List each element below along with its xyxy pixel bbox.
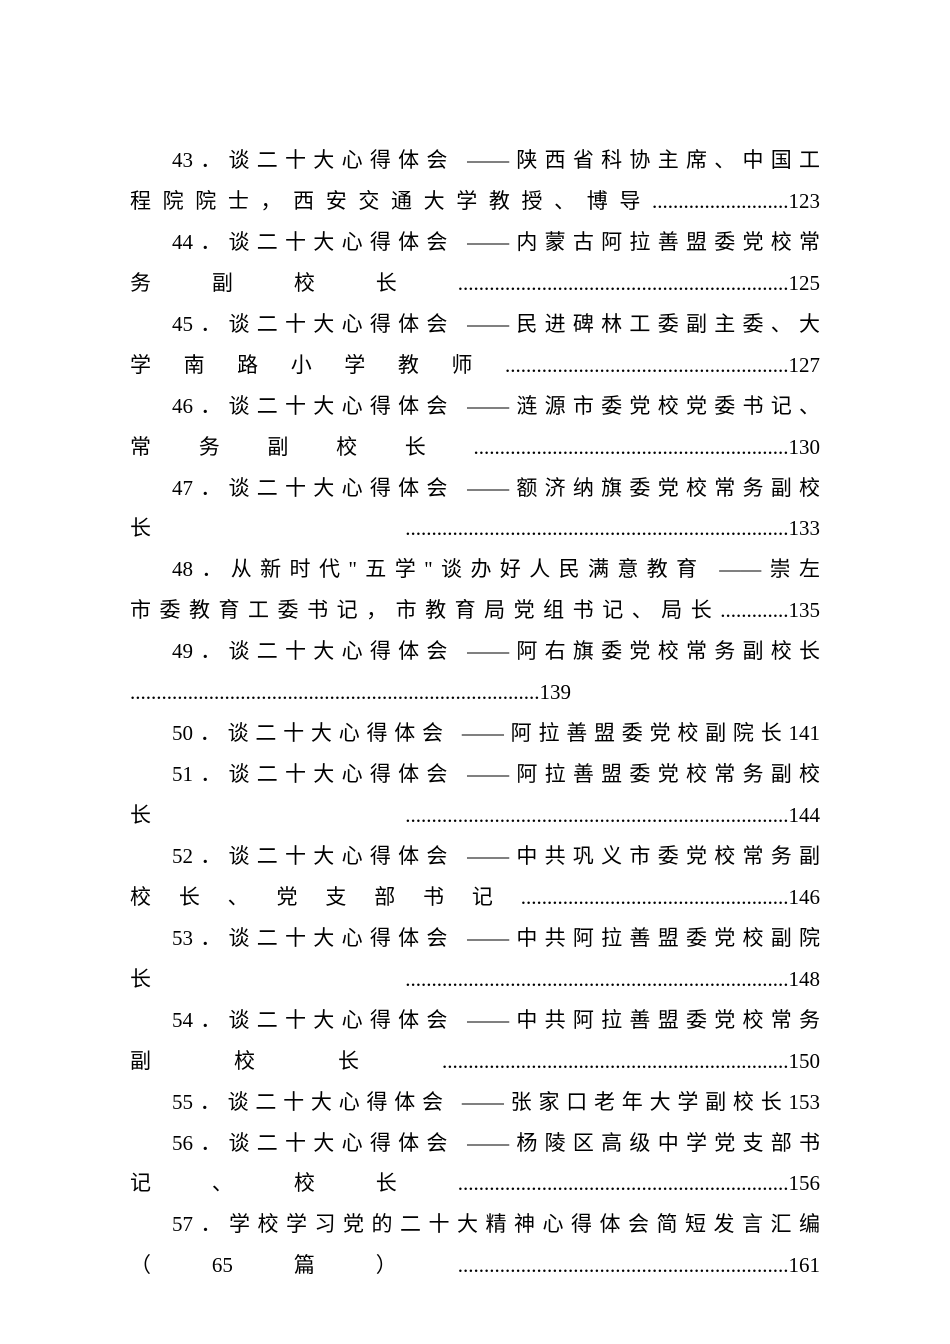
toc-entry-line: 53．谈二十大心得体会 ——中共阿拉善盟委党校副院 xyxy=(130,918,820,959)
toc-entry-line: 55．谈二十大心得体会 ——张家口老年大学副校长153 xyxy=(130,1082,820,1123)
toc-entry-line: （65篇）...................................… xyxy=(130,1245,820,1286)
toc-entry-line: 49．谈二十大心得体会 ——阿右旗委党校常务副校长 xyxy=(130,631,820,672)
toc-entry-line: 记、校长....................................… xyxy=(130,1163,820,1204)
toc-entry-line: 常务副校长...................................… xyxy=(130,427,820,468)
toc-entry-line: 57．学校学习党的二十大精神心得体会简短发言汇编 xyxy=(130,1204,820,1245)
toc-entry-line: ........................................… xyxy=(130,672,820,713)
toc-entry-line: 副校长.....................................… xyxy=(130,1041,820,1082)
toc-entry-line: 校长、党支部书记................................… xyxy=(130,877,820,918)
toc-entry-line: 程院院士，西安交通大学教授、博导........................… xyxy=(130,181,820,222)
toc-entry-line: 长.......................................… xyxy=(130,959,820,1000)
toc-entry-line: 46．谈二十大心得体会 ——涟源市委党校党委书记、 xyxy=(130,386,820,427)
toc-entry-line: 长.......................................… xyxy=(130,795,820,836)
toc-entry-line: 54．谈二十大心得体会 ——中共阿拉善盟委党校常务 xyxy=(130,1000,820,1041)
toc-entry-line: 51．谈二十大心得体会 ——阿拉善盟委党校常务副校 xyxy=(130,754,820,795)
toc-entry-line: 52．谈二十大心得体会 ——中共巩义市委党校常务副 xyxy=(130,836,820,877)
table-of-contents: 43．谈二十大心得体会 ——陕西省科协主席、中国工程院院士，西安交通大学教授、博… xyxy=(130,140,820,1286)
toc-entry-line: 务副校长....................................… xyxy=(130,263,820,304)
toc-entry-line: 45．谈二十大心得体会 ——民进碑林工委副主委、大 xyxy=(130,304,820,345)
toc-entry-line: 市委教育工委书记，市教育局党组书记、局长.............135 xyxy=(130,590,820,631)
toc-entry-line: 56．谈二十大心得体会 ——杨陵区高级中学党支部书 xyxy=(130,1123,820,1164)
toc-entry-line: 47．谈二十大心得体会 ——额济纳旗委党校常务副校 xyxy=(130,468,820,509)
toc-entry-line: 48．从新时代"五学"谈办好人民满意教育 ——崇左 xyxy=(130,549,820,590)
toc-entry-line: 长.......................................… xyxy=(130,508,820,549)
toc-entry-line: 学南路小学教师.................................… xyxy=(130,345,820,386)
toc-entry-line: 50．谈二十大心得体会 ——阿拉善盟委党校副院长141 xyxy=(130,713,820,754)
toc-entry-line: 44．谈二十大心得体会 ——内蒙古阿拉善盟委党校常 xyxy=(130,222,820,263)
toc-entry-line: 43．谈二十大心得体会 ——陕西省科协主席、中国工 xyxy=(130,140,820,181)
